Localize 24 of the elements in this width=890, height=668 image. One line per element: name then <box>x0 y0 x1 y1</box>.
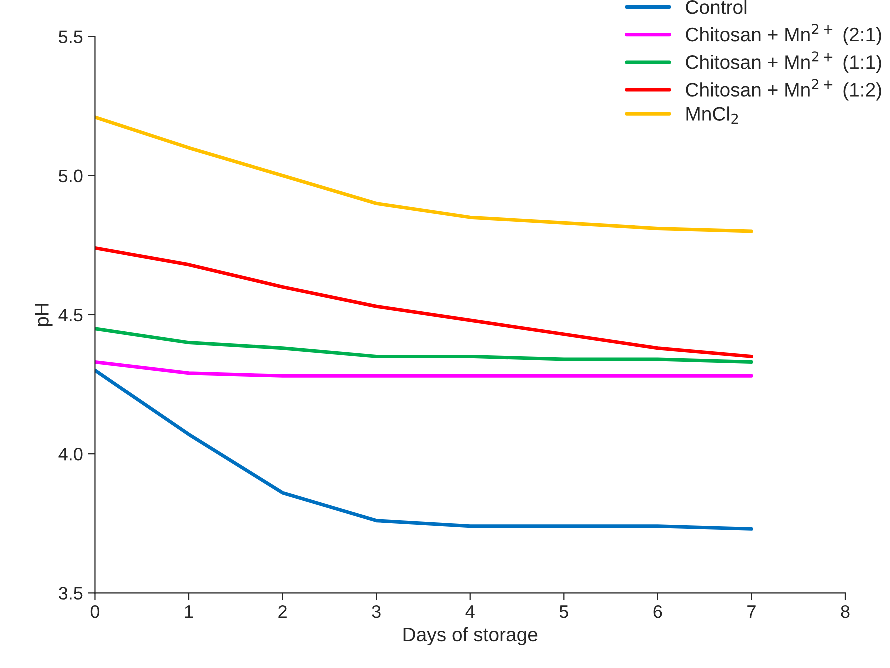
y-tick-label: 3.5 <box>59 587 83 600</box>
legend-label: Control <box>686 0 747 14</box>
line-series <box>95 246 754 358</box>
legend-label: Chitosan + Mn$^{2+}$ (1:2) <box>686 79 882 101</box>
x-axis-title: Days of storage <box>404 627 538 646</box>
x-tick-label: 5 <box>560 606 568 618</box>
x-tick-label: 3 <box>372 605 381 618</box>
y-tick-label: 5.5 <box>59 30 83 44</box>
x-tick-label: 2 <box>278 605 287 618</box>
y-tick-label: 4.5 <box>58 309 83 322</box>
x-tick-label: 6 <box>654 605 662 618</box>
x-tick-label: 8 <box>841 605 850 618</box>
legend-label: Chitosan + Mn$^{2+}$ (2:1) <box>686 24 882 46</box>
y-tick-label: 5.0 <box>59 170 83 183</box>
line-series <box>95 327 754 364</box>
x-tick-label: 4 <box>466 606 475 618</box>
legend-label: MnCl$_{2}$ <box>686 106 738 124</box>
x-tick-label: 7 <box>748 606 756 618</box>
x-tick-label: 0 <box>90 605 100 618</box>
legend-label: Chitosan + Mn$^{2+}$ (1:1) <box>686 52 882 74</box>
line-series <box>95 368 754 531</box>
x-tick-label: 1 <box>185 606 194 618</box>
y-tick-label: 4.0 <box>58 448 83 461</box>
y-axis-title: pH <box>35 304 53 326</box>
